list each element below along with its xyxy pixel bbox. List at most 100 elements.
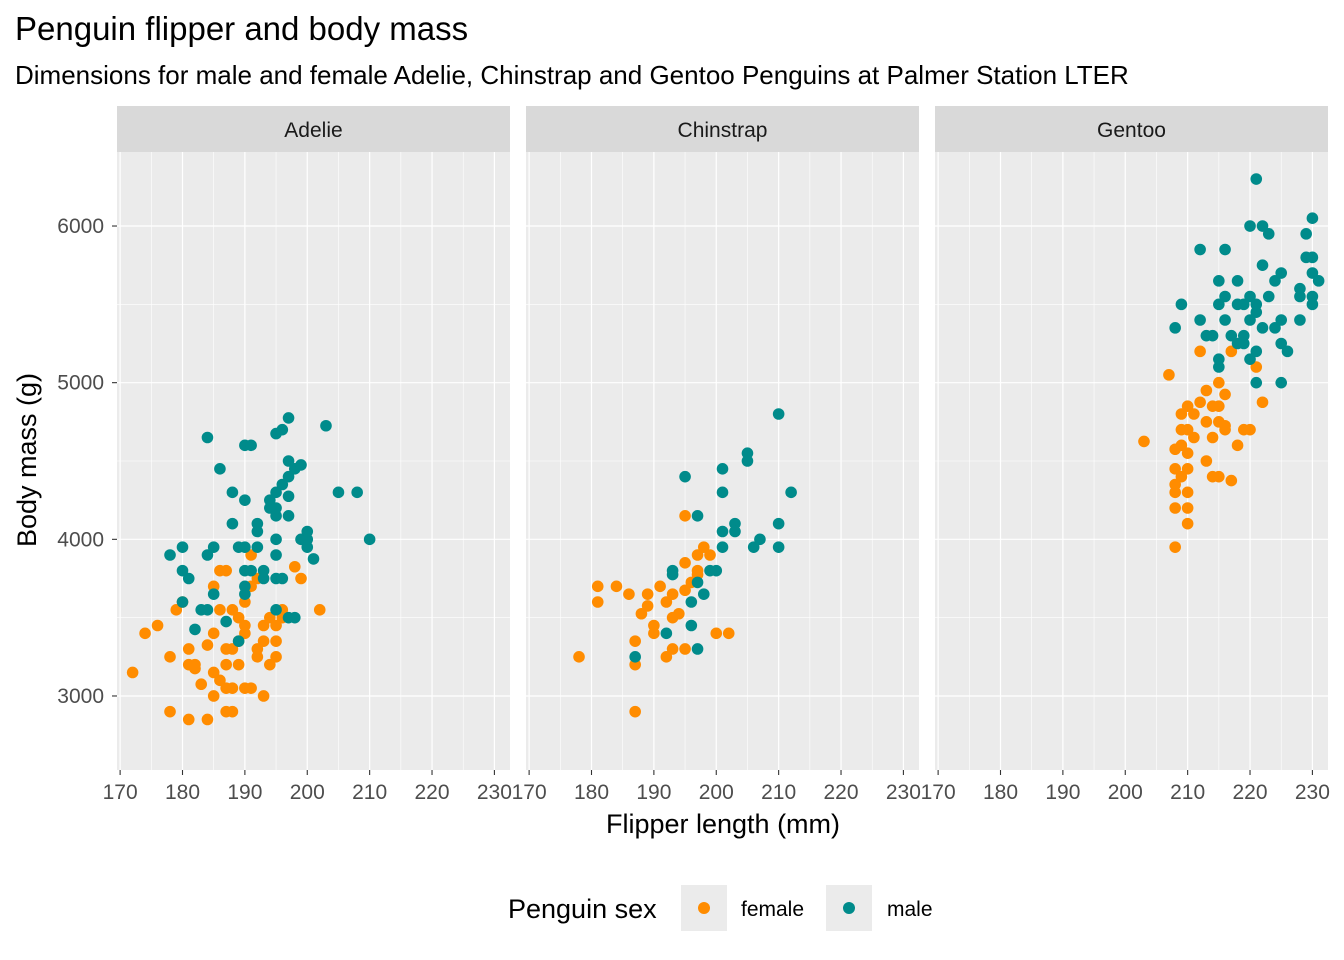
data-point-female	[201, 713, 214, 726]
data-point-female	[710, 627, 723, 640]
data-point-male	[666, 568, 679, 581]
x-tick-label: 170	[921, 781, 956, 804]
data-point-male	[1244, 220, 1256, 232]
data-point-female	[182, 643, 195, 655]
y-tick-label: 3000	[57, 685, 104, 708]
x-tick-label: 190	[227, 781, 262, 804]
data-point-male	[691, 643, 704, 655]
facet-strip	[935, 106, 1328, 152]
data-point-female	[257, 619, 270, 632]
data-point-female	[232, 611, 245, 624]
data-point-male	[307, 553, 320, 565]
data-point-male	[1306, 298, 1319, 311]
data-point-female	[220, 564, 232, 577]
data-point-male	[716, 486, 729, 499]
data-point-male	[716, 525, 729, 538]
facet-panel-adelie: Adelie 170 180 190 200 210 220 230	[103, 106, 512, 804]
legend-label-female: female	[741, 898, 804, 921]
data-point-female	[257, 635, 270, 647]
legend-marker-female	[698, 902, 710, 914]
data-point-female	[182, 713, 195, 726]
data-point-male	[1262, 290, 1275, 303]
data-point-female	[679, 643, 691, 655]
data-point-male	[1250, 345, 1263, 358]
data-point-male	[1300, 228, 1312, 240]
data-point-female	[641, 588, 654, 600]
data-point-male	[1269, 275, 1281, 287]
data-point-female	[1213, 400, 1225, 412]
data-point-male	[270, 604, 282, 616]
data-point-female	[623, 588, 635, 600]
data-point-female	[170, 604, 183, 616]
data-point-female	[1231, 439, 1244, 452]
data-point-male	[1256, 220, 1269, 232]
data-point-male	[176, 541, 189, 553]
data-point-male	[679, 470, 691, 483]
data-point-male	[276, 572, 289, 585]
x-axis-title: Flipper length (mm)	[606, 809, 840, 839]
data-point-female	[1181, 423, 1194, 436]
data-point-female	[232, 658, 245, 671]
data-point-male	[201, 431, 214, 444]
y-tick-label: 6000	[57, 215, 104, 238]
data-point-female	[1225, 345, 1238, 358]
data-point-male	[710, 564, 723, 577]
data-point-male	[270, 502, 282, 514]
data-point-female	[1188, 408, 1200, 420]
data-point-female	[126, 666, 139, 679]
data-point-female	[691, 549, 704, 561]
data-point-male	[691, 576, 704, 589]
data-point-female	[666, 588, 679, 600]
data-point-female	[1200, 416, 1213, 428]
data-point-male	[1262, 228, 1275, 240]
x-tick-label: 170	[103, 781, 138, 804]
data-point-female	[1225, 474, 1238, 487]
data-point-female	[679, 557, 691, 569]
data-point-male	[1294, 314, 1306, 326]
data-point-female	[1169, 541, 1181, 553]
data-point-female	[1175, 470, 1188, 483]
data-point-male	[320, 419, 332, 432]
data-point-female	[1169, 463, 1181, 475]
data-point-female	[226, 682, 239, 694]
data-point-female	[704, 549, 716, 561]
data-point-female	[226, 705, 239, 718]
x-tick-label: 190	[636, 781, 671, 804]
y-tick-label: 5000	[57, 372, 104, 395]
data-point-male	[1231, 275, 1244, 287]
data-point-female	[164, 705, 176, 718]
data-point-female	[654, 580, 666, 593]
data-point-female	[288, 560, 301, 573]
data-point-female	[1181, 447, 1194, 459]
data-point-female	[201, 639, 214, 651]
x-tick-label: 210	[761, 781, 796, 804]
facet-strip-label: Chinstrap	[678, 119, 768, 142]
data-point-female	[1181, 502, 1194, 514]
data-point-male	[295, 459, 307, 471]
data-point-female	[139, 627, 151, 640]
y-axis: 3000 4000 5000 6000	[57, 215, 117, 708]
data-point-female	[1219, 388, 1231, 401]
data-point-male	[332, 486, 345, 499]
data-point-male	[1237, 298, 1250, 311]
data-point-female	[1256, 396, 1269, 409]
data-point-male	[282, 455, 295, 467]
data-point-female	[207, 666, 220, 679]
data-point-female	[1181, 400, 1194, 412]
data-point-female	[226, 643, 239, 655]
data-point-female	[1219, 419, 1231, 432]
data-point-male	[716, 541, 729, 553]
data-point-male	[1306, 212, 1319, 224]
facet-panels: Adelie 170 180 190 200 210 220 230 Chinstrap 170 1…	[103, 106, 1330, 804]
data-point-female	[164, 651, 176, 663]
data-point-male	[207, 588, 220, 600]
data-point-female	[591, 580, 604, 593]
data-point-male	[1244, 314, 1256, 326]
data-point-male	[251, 517, 264, 530]
data-point-female	[1175, 408, 1188, 420]
facet-strip-label: Gentoo	[1097, 119, 1166, 142]
data-point-female	[245, 682, 257, 694]
data-point-female	[691, 564, 704, 577]
x-tick-label: 230	[477, 781, 512, 804]
data-point-male	[1237, 337, 1250, 350]
